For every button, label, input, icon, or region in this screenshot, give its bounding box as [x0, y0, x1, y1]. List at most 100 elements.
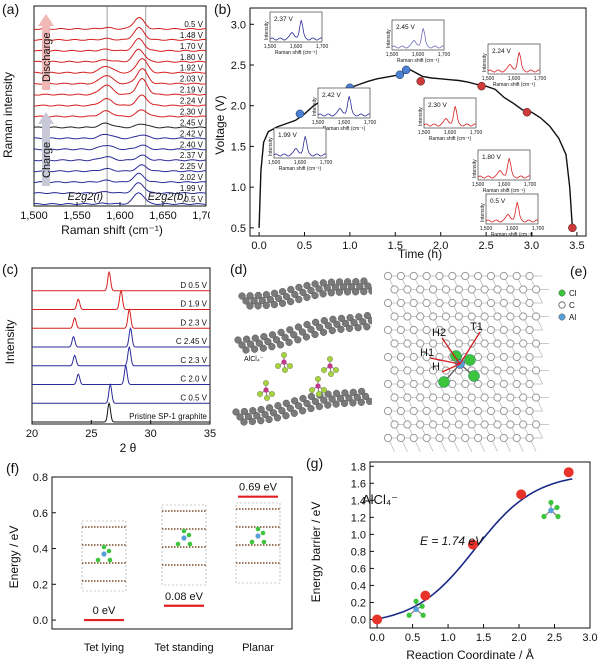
carbon-site [486, 406, 496, 416]
carbon-atom [294, 323, 303, 331]
carbon-site [409, 433, 418, 443]
legend-cl-swatch [558, 289, 566, 297]
carbon-atom [360, 277, 368, 285]
plot-frame-c [31, 267, 211, 425]
panel-g: (g) 0.0 0.5 1.0 1.5 2.0 2.5 3.0 0.0 0.2 0.4 0.6 0.8… [306, 455, 598, 662]
xtick-label-a: 1,550 [63, 210, 91, 222]
carbon-site [383, 406, 393, 416]
molecule-cl-f [181, 528, 187, 534]
carbon-atom [367, 317, 372, 325]
spectrum-13 [33, 164, 207, 173]
molecule-cl-f [260, 530, 266, 536]
inset-xtick: 1,500 [386, 52, 399, 58]
site-label-3: H [432, 361, 440, 373]
charge-marker-2 [395, 70, 405, 80]
carbon-atom [294, 336, 302, 344]
xtick-label-b: 2.5 [478, 240, 493, 252]
carbon-atom [255, 339, 263, 347]
category-label-2: Planar [242, 642, 274, 654]
chlorine-atom [315, 376, 321, 382]
chlorine-atom [333, 367, 339, 373]
carbon-site [435, 406, 444, 416]
carbon-atom [323, 284, 331, 292]
carbon-atom [257, 405, 265, 414]
carbon-atom [254, 291, 262, 300]
carbon-site [493, 366, 502, 375]
spectrum-9 [33, 122, 207, 129]
carbon-atom [307, 286, 315, 295]
carbon-site [396, 352, 405, 362]
carbon-atom [238, 341, 246, 349]
series-label-7: 2.24 V [180, 97, 204, 106]
glyph-cl [554, 504, 560, 511]
carbon-site [525, 271, 534, 281]
xtick-label-c: 30 [145, 428, 157, 440]
carbon-site [480, 285, 489, 294]
carbon-atom [249, 407, 257, 415]
carbon-atom [262, 290, 271, 299]
inset-xtick: 1,500 [268, 160, 281, 166]
carbon-site [486, 325, 496, 335]
carbon-site [454, 393, 463, 402]
series-label-0: 0.5 V [184, 20, 203, 29]
carbon-atom [349, 399, 357, 407]
ytick-label-b: 3.0 [231, 19, 246, 31]
series-label-3: 1.80 V [180, 53, 204, 62]
inset-voltage-label: 1.80 V [482, 154, 501, 161]
carbon-atom [332, 389, 341, 397]
carbon-site [416, 366, 425, 375]
carbon-site [480, 339, 489, 348]
molecule-cl [468, 370, 480, 382]
carbon-atom [368, 287, 372, 295]
alcl4-label-d: AlCl₄⁻ [244, 356, 264, 363]
carbon-atom [270, 289, 279, 297]
inset-xtick: 1,600 [294, 160, 307, 166]
aluminum-atom [263, 387, 269, 393]
carbon-site [473, 271, 483, 281]
xaxis-label-a: Raman shift (cm⁻¹) [61, 223, 163, 237]
carbon-atom [327, 278, 336, 286]
chlorine-atom [264, 395, 270, 401]
ytick-label-g: 0.4 [351, 580, 366, 592]
legend-al-swatch [558, 313, 566, 321]
chlorine-atom [275, 363, 281, 369]
xtick-label-c: 25 [85, 428, 97, 440]
carbon-site [525, 406, 534, 416]
inset-spectrum [269, 20, 323, 41]
panel-b: (b) 0.0 0.5 1.0 1.5 2.0 2.5 3.0 3.5 0.5 1.0 1.5 2.0… [213, 1, 587, 261]
legend-c-swatch [558, 301, 566, 309]
carbon-site [383, 352, 393, 362]
carbon-site [467, 420, 476, 429]
carbon-atom [341, 319, 350, 328]
carbon-site [390, 366, 399, 375]
spectrum-3 [33, 48, 207, 63]
xtick-label-g: 2.5 [547, 632, 562, 644]
carbon-atom [291, 290, 299, 299]
carbon-atom [286, 297, 295, 306]
carbon-site [467, 285, 476, 294]
molecule-cl-f [107, 557, 113, 563]
carbon-site [499, 325, 508, 335]
category-label-0: Tet lying [84, 642, 124, 654]
carbon-site [512, 325, 521, 335]
glyph-cl [548, 499, 554, 506]
carbon-site [429, 420, 438, 429]
ytick-label-g: 0.6 [351, 563, 366, 575]
inset-voltage-label: 2.42 V [322, 92, 341, 99]
carbon-atom [272, 336, 281, 344]
carbon-site [519, 312, 528, 321]
inset-xtick: 1,600 [506, 226, 519, 232]
carbon-site [403, 312, 412, 321]
carbon-atom [327, 289, 335, 297]
carbon-atom [362, 392, 370, 401]
carbon-atom [247, 340, 255, 348]
carbon-atom [355, 313, 363, 321]
carbon-atom [358, 387, 366, 395]
legend-e: Cl C Al [558, 289, 577, 322]
chlorine-atom [263, 380, 269, 386]
carbon-atom [286, 326, 294, 334]
xrd-pattern-5 [32, 364, 210, 385]
inset-voltage-label: 2.30 V [428, 102, 447, 109]
